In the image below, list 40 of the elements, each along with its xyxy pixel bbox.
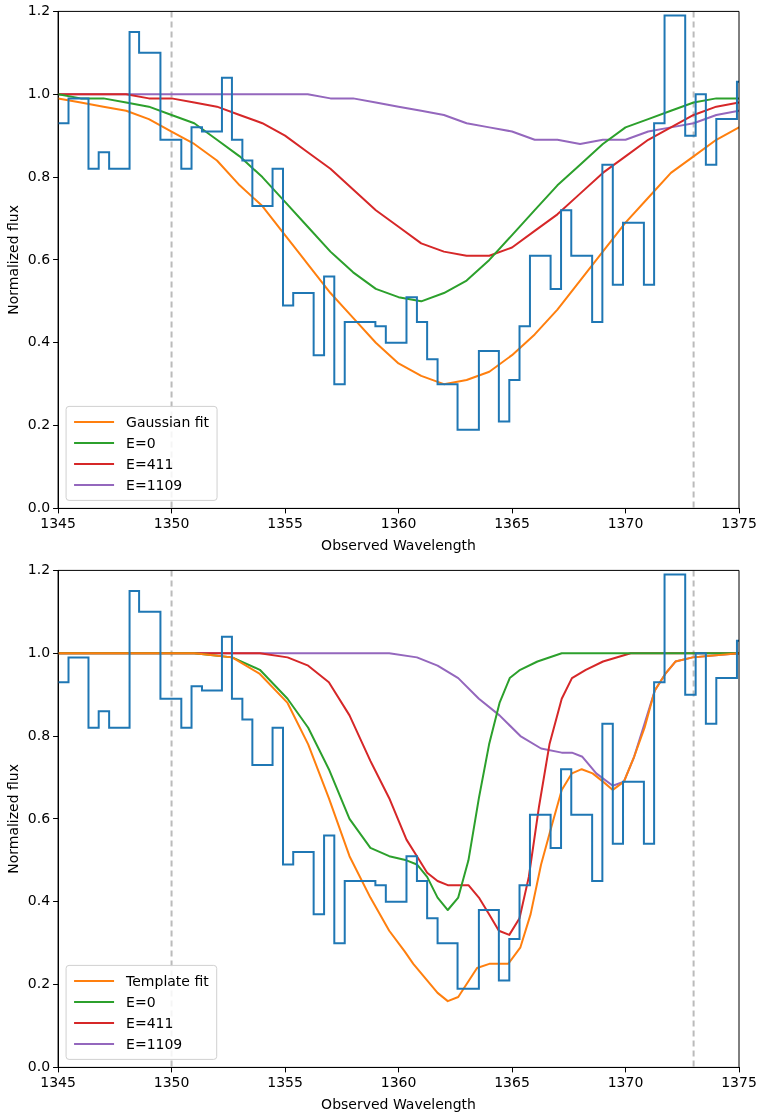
y-tick-label: 0.4 bbox=[27, 892, 51, 909]
y-tick-label: 1.0 bbox=[27, 643, 51, 660]
y-axis-title: Normalized flux bbox=[5, 763, 22, 874]
legend-label: E=411 bbox=[126, 455, 174, 472]
x-tick-label: 1355 bbox=[267, 515, 303, 532]
legend-label: Template fit bbox=[125, 972, 210, 989]
x-tick-label: 1375 bbox=[721, 515, 757, 532]
y-tick-label: 1.2 bbox=[27, 561, 51, 578]
y-tick-label: 0.6 bbox=[27, 809, 51, 826]
legend-label: E=0 bbox=[126, 434, 156, 451]
y-tick-label: 0.0 bbox=[27, 499, 51, 516]
x-tick-label: 1365 bbox=[494, 515, 530, 532]
x-tick-label: 1365 bbox=[494, 1074, 530, 1091]
x-tick-label: 1355 bbox=[267, 1074, 303, 1091]
y-tick-label: 0.4 bbox=[27, 333, 51, 350]
x-tick-label: 1375 bbox=[721, 1074, 757, 1091]
legend-label: E=411 bbox=[126, 1014, 174, 1031]
legend-label: Gaussian fit bbox=[126, 413, 210, 430]
y-tick-label: 0.8 bbox=[27, 726, 51, 743]
x-tick-label: 1345 bbox=[40, 515, 76, 532]
y-tick-label: 1.2 bbox=[27, 2, 51, 19]
y-tick-label: 0.2 bbox=[27, 416, 51, 433]
x-tick-label: 1350 bbox=[153, 1074, 190, 1091]
x-tick-label: 1370 bbox=[607, 1074, 644, 1091]
x-tick-label: 1345 bbox=[40, 1074, 76, 1091]
x-tick-label: 1350 bbox=[153, 515, 190, 532]
y-tick-label: 1.0 bbox=[27, 84, 51, 101]
legend-label: E=1109 bbox=[126, 476, 183, 493]
legend-label: E=1109 bbox=[126, 1035, 183, 1052]
legend-label: E=0 bbox=[126, 993, 156, 1010]
x-axis-title: Observed Wavelength bbox=[321, 537, 476, 554]
x-tick-label: 1370 bbox=[607, 515, 644, 532]
y-tick-label: 0.0 bbox=[27, 1058, 51, 1075]
x-tick-label: 1360 bbox=[380, 515, 417, 532]
y-tick-label: 0.6 bbox=[27, 250, 51, 267]
y-tick-label: 0.2 bbox=[27, 975, 51, 992]
x-tick-label: 1360 bbox=[380, 1074, 417, 1091]
y-tick-label: 0.8 bbox=[27, 167, 51, 184]
x-axis-title: Observed Wavelength bbox=[321, 1096, 476, 1113]
y-axis-title: Normalized flux bbox=[5, 204, 22, 315]
